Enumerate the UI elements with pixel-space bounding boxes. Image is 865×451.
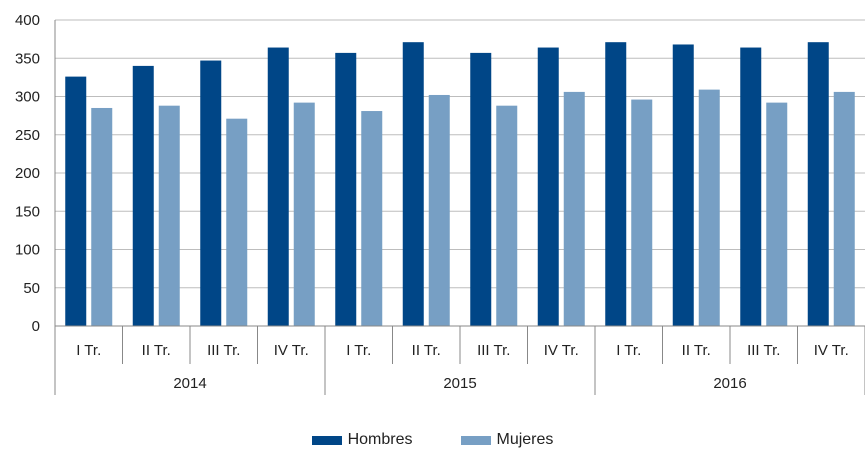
y-tick-label: 200 [15,165,40,182]
bar-mujeres-8 [631,99,653,326]
bar-mujeres-3 [293,102,315,327]
bar-hombres-4 [335,52,357,327]
x-group-label: 2014 [173,375,206,392]
bar-mujeres-6 [496,105,518,327]
x-tick-label: II Tr. [142,342,171,359]
x-tick-label: IV Tr. [814,342,849,359]
x-group-label: 2015 [443,375,476,392]
y-tick-label: 300 [15,89,40,106]
x-tick-label: I Tr. [346,342,371,359]
legend-label-hombres: Hombres [347,431,413,448]
x-tick-label: I Tr. [76,342,101,359]
bar-mujeres-1 [158,105,180,327]
y-tick-label: 150 [15,203,40,220]
y-axis-ticks: 0 50 100 150 200 250 300 350 400 [15,12,40,335]
x-tick-label: IV Tr. [274,342,309,359]
bar-hombres-5 [402,42,424,327]
bar-hombres-11 [807,42,829,327]
y-tick-label: 100 [15,242,40,259]
bar-mujeres-9 [698,89,720,327]
legend-item-hombres: Hombres [311,430,413,450]
y-tick-label: 0 [32,318,40,335]
bar-hombres-6 [470,52,492,327]
x-tick-label: IV Tr. [544,342,579,359]
bar-hombres-7 [537,47,559,326]
y-tick-label: 400 [15,12,40,29]
bar-mujeres-11 [833,91,855,326]
x-tick-label: III Tr. [747,342,780,359]
x-tick-label: III Tr. [207,342,240,359]
bars [65,42,855,327]
bar-hombres-9 [672,44,694,326]
x-tick-label: II Tr. [682,342,711,359]
bar-mujeres-10 [766,102,788,327]
legend-swatch-mujeres [460,435,491,445]
bar-hombres-1 [132,65,154,327]
bar-mujeres-4 [361,111,383,326]
x-tick-label: II Tr. [412,342,441,359]
legend-label-mujeres: Mujeres [496,431,554,448]
bar-hombres-2 [200,60,222,327]
bar-hombres-3 [267,47,289,326]
x-tick-label: III Tr. [477,342,510,359]
bar-mujeres-0 [91,107,113,326]
x-group-label: 2016 [713,375,746,392]
grid-lines [55,19,865,289]
bar-mujeres-2 [226,118,248,326]
y-tick-label: 350 [15,50,40,67]
legend: Hombres Mujeres [0,430,865,450]
bar-mujeres-7 [563,91,585,326]
bar-mujeres-5 [428,94,450,326]
bar-hombres-10 [740,47,762,326]
legend-item-mujeres: Mujeres [460,430,554,450]
y-tick-label: 50 [23,280,40,297]
y-tick-label: 250 [15,127,40,144]
bar-hombres-8 [605,42,627,327]
bar-hombres-0 [65,76,87,326]
x-axis: I Tr. II Tr. III Tr. IV Tr. I Tr. II Tr. III T… [54,20,865,395]
legend-swatch-hombres [311,435,342,445]
x-tick-label: I Tr. [616,342,641,359]
